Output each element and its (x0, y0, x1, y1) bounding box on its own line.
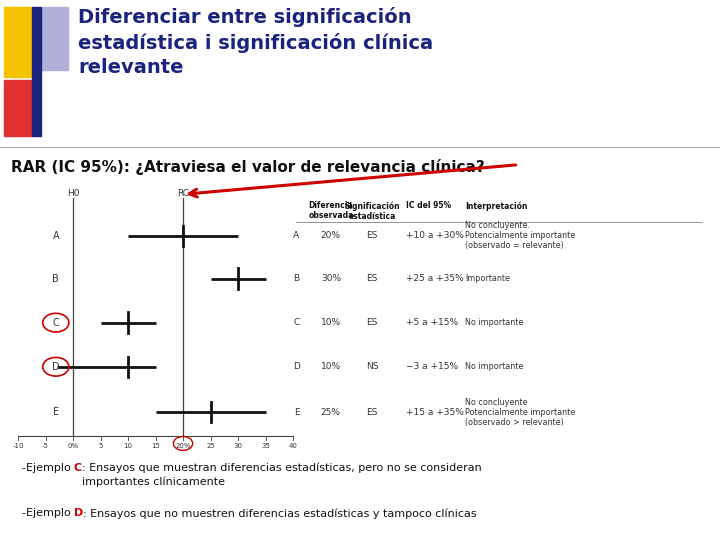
Text: ES: ES (366, 231, 378, 240)
Text: 15: 15 (151, 443, 160, 449)
Text: -Ejemplo: -Ejemplo (22, 508, 74, 518)
Text: -10: -10 (12, 443, 24, 449)
Text: +5 a +15%: +5 a +15% (407, 318, 459, 327)
Text: B: B (53, 274, 59, 284)
Text: 10%: 10% (321, 362, 341, 372)
Text: Diferenciar entre significación
estadística i significación clínica
relevante: Diferenciar entre significación estadíst… (78, 7, 433, 77)
Text: : Ensayos que no muestren diferencias estadísticas y tampoco clínicas: : Ensayos que no muestren diferencias es… (83, 508, 477, 519)
Text: D: D (293, 362, 300, 372)
Text: ES: ES (366, 408, 378, 417)
Text: RAR (IC 95%): ¿Atraviesa el valor de relevancia clínica?: RAR (IC 95%): ¿Atraviesa el valor de rel… (11, 159, 485, 175)
Text: 20%: 20% (175, 443, 191, 449)
Text: -Ejemplo: -Ejemplo (22, 463, 74, 473)
Text: RC: RC (177, 190, 189, 198)
Text: +15 a +35%: +15 a +35% (407, 408, 464, 417)
Text: 5: 5 (99, 443, 103, 449)
Text: Diferencia
observada: Diferencia observada (308, 201, 354, 220)
Text: NS: NS (366, 362, 379, 372)
Text: 20%: 20% (321, 231, 341, 240)
Text: +10 a +30%: +10 a +30% (407, 231, 464, 240)
Text: ES: ES (366, 318, 378, 327)
Text: 30: 30 (233, 443, 243, 449)
Text: : Ensayos que muestran diferencias estadísticas, pero no se consideran
important: : Ensayos que muestran diferencias estad… (82, 463, 482, 487)
Text: No concluyente
Potencialmente importante
(observado > relevante): No concluyente Potencialmente importante… (465, 397, 575, 427)
Text: D: D (52, 362, 60, 372)
Text: +25 a +35%: +25 a +35% (407, 274, 464, 283)
Text: E: E (53, 407, 59, 417)
Text: IC del 95%: IC del 95% (407, 201, 451, 210)
Bar (4, 80, 32, 136)
Text: ES: ES (366, 274, 378, 283)
Text: 10: 10 (124, 443, 132, 449)
Text: 25%: 25% (321, 408, 341, 417)
Text: -5: -5 (42, 443, 49, 449)
Text: Interpretación: Interpretación (465, 201, 528, 211)
Bar (32, 7, 41, 136)
Text: No concluyente.
Potencialmente importante
(observado = relevante): No concluyente. Potencialmente important… (465, 221, 575, 251)
Text: No importante: No importante (465, 362, 523, 372)
Bar (41, 7, 68, 70)
Text: C: C (74, 463, 82, 473)
Text: A: A (53, 231, 59, 241)
Text: 30%: 30% (321, 274, 341, 283)
Text: C: C (293, 318, 300, 327)
Text: No importante: No importante (465, 318, 523, 327)
Text: −3 a +15%: −3 a +15% (407, 362, 459, 372)
Text: 35: 35 (261, 443, 270, 449)
Text: 0%: 0% (68, 443, 78, 449)
Text: C: C (53, 318, 59, 328)
Text: A: A (294, 231, 300, 240)
Text: 25: 25 (206, 443, 215, 449)
Text: 40: 40 (289, 443, 297, 449)
Text: 10%: 10% (321, 318, 341, 327)
Bar (4, 7, 32, 77)
Text: Significación
estadística: Significación estadística (344, 201, 400, 221)
Text: E: E (294, 408, 300, 417)
Text: D: D (74, 508, 83, 518)
Text: B: B (294, 274, 300, 283)
Text: H0: H0 (67, 190, 79, 198)
Text: Importante: Importante (465, 274, 510, 283)
